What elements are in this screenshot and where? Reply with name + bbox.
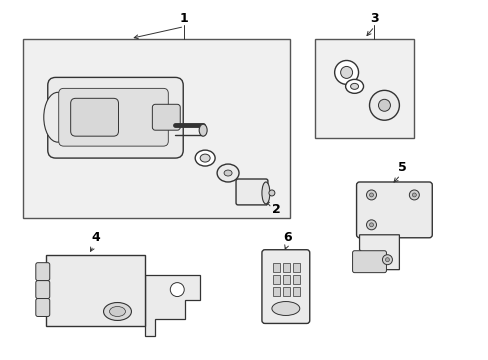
Circle shape <box>369 193 373 197</box>
Text: 4: 4 <box>91 231 100 244</box>
Polygon shape <box>145 275 200 336</box>
Text: 1: 1 <box>180 12 188 25</box>
Bar <box>292 287 299 296</box>
Text: 6: 6 <box>283 231 291 244</box>
Ellipse shape <box>345 80 363 93</box>
FancyBboxPatch shape <box>352 251 386 273</box>
Bar <box>292 263 299 272</box>
Circle shape <box>411 193 415 197</box>
Text: 3: 3 <box>369 12 378 25</box>
Ellipse shape <box>44 92 72 142</box>
Text: 2: 2 <box>271 203 280 216</box>
FancyBboxPatch shape <box>356 182 431 238</box>
Ellipse shape <box>224 170 232 176</box>
Circle shape <box>170 283 184 297</box>
Ellipse shape <box>195 150 215 166</box>
FancyBboxPatch shape <box>152 104 180 130</box>
FancyBboxPatch shape <box>48 77 183 158</box>
Ellipse shape <box>340 67 352 78</box>
Bar <box>292 275 299 284</box>
Ellipse shape <box>271 302 299 315</box>
Text: 5: 5 <box>397 161 406 174</box>
FancyBboxPatch shape <box>36 280 50 298</box>
Ellipse shape <box>262 182 269 204</box>
FancyBboxPatch shape <box>262 250 309 323</box>
Ellipse shape <box>334 60 358 84</box>
Bar <box>282 275 289 284</box>
Ellipse shape <box>200 154 210 162</box>
Circle shape <box>385 258 388 262</box>
Circle shape <box>382 255 392 265</box>
Ellipse shape <box>268 190 274 196</box>
FancyBboxPatch shape <box>46 255 145 327</box>
FancyBboxPatch shape <box>36 263 50 280</box>
Ellipse shape <box>369 90 399 120</box>
Bar <box>272 275 279 284</box>
Ellipse shape <box>109 306 125 316</box>
FancyBboxPatch shape <box>59 88 168 146</box>
Ellipse shape <box>199 124 207 136</box>
Ellipse shape <box>217 164 239 182</box>
Bar <box>314 39 413 138</box>
Circle shape <box>369 223 373 227</box>
Bar <box>282 263 289 272</box>
Circle shape <box>408 190 419 200</box>
Circle shape <box>366 220 376 230</box>
Ellipse shape <box>378 99 389 111</box>
Bar <box>23 39 289 218</box>
Bar <box>282 287 289 296</box>
Polygon shape <box>359 235 399 270</box>
Ellipse shape <box>350 84 358 89</box>
FancyBboxPatch shape <box>236 179 267 205</box>
FancyBboxPatch shape <box>36 298 50 316</box>
Bar <box>272 287 279 296</box>
Circle shape <box>366 190 376 200</box>
Ellipse shape <box>103 302 131 320</box>
FancyBboxPatch shape <box>71 98 118 136</box>
Bar <box>272 263 279 272</box>
